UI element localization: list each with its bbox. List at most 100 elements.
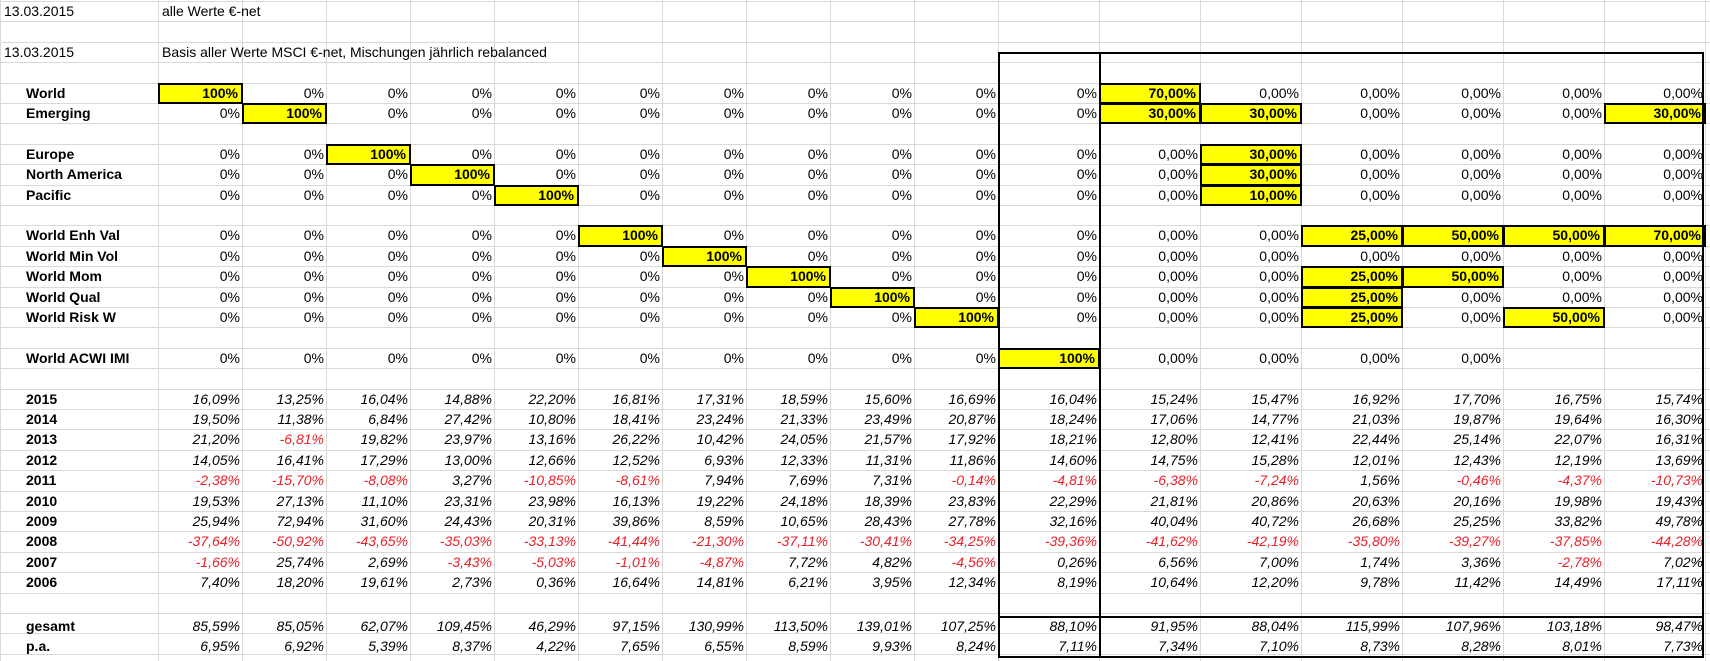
value-cell: 17,29% — [360, 451, 408, 468]
value-cell: 0% — [975, 349, 996, 366]
value-cell: 0% — [303, 186, 324, 203]
value-cell: 26,22% — [612, 431, 660, 448]
value-cell: 0,00% — [1360, 247, 1400, 264]
row-label: World ACWI IMI — [26, 349, 130, 366]
value-cell: 16,92% — [1352, 390, 1400, 407]
value-cell: 16,69% — [948, 390, 996, 407]
value-cell: 0,00% — [1461, 105, 1501, 121]
value-cell: 0,00% — [1663, 166, 1703, 183]
row-label: 2013 — [26, 431, 58, 448]
value-cell: 0,00% — [1562, 105, 1602, 121]
value-cell: 0% — [219, 268, 240, 285]
value-cell: 20,63% — [1352, 492, 1400, 509]
highlighted-cell: 100% — [998, 347, 1100, 370]
value-cell: 0,00% — [1562, 268, 1602, 285]
value-cell: 0% — [219, 288, 240, 305]
value-cell: 0% — [555, 227, 576, 244]
value-cell: 0% — [471, 309, 492, 325]
value-cell: 0% — [303, 247, 324, 264]
header-text: Basis aller Werte MSCI €-net, Mischungen… — [162, 43, 547, 60]
grid-line — [662, 0, 663, 661]
value-cell: 6,93% — [704, 451, 744, 468]
grid-line — [0, 1, 1710, 2]
highlighted-cell: 100% — [914, 307, 999, 329]
value-cell: 0% — [891, 84, 912, 101]
value-cell: 15,28% — [1251, 451, 1299, 468]
value-cell: 0% — [303, 84, 324, 101]
value-cell: 12,01% — [1352, 451, 1400, 468]
value-cell: 62,07% — [360, 618, 408, 635]
value-cell: 0% — [807, 186, 828, 203]
value-cell: 0% — [471, 227, 492, 244]
value-cell: 3,27% — [452, 472, 492, 489]
row-label: 2011 — [26, 472, 57, 489]
value-cell: 0% — [555, 288, 576, 305]
value-cell: 0,00% — [1158, 166, 1198, 183]
value-cell: -42,19% — [1246, 533, 1299, 550]
value-cell: 40,04% — [1150, 513, 1198, 529]
value-cell: 0% — [387, 288, 408, 305]
value-cell: 0% — [219, 349, 240, 366]
grid-line — [410, 0, 411, 661]
grid-line — [578, 0, 579, 661]
value-cell: 0% — [891, 105, 912, 121]
value-cell: 12,41% — [1251, 431, 1299, 448]
value-cell: 21,81% — [1150, 492, 1198, 509]
value-cell: 0% — [471, 247, 492, 264]
value-cell: 12,19% — [1554, 451, 1602, 468]
grid-line — [326, 0, 327, 661]
value-cell: 0% — [975, 186, 996, 203]
value-cell: 0% — [219, 105, 240, 121]
value-cell: 0% — [555, 145, 576, 162]
highlighted-cell: 30,00% — [1099, 103, 1201, 125]
value-cell: 0,00% — [1663, 186, 1703, 203]
value-cell: 0% — [639, 84, 660, 101]
row-label: Europe — [26, 145, 75, 162]
value-cell: 17,31% — [696, 390, 744, 407]
value-cell: 22,07% — [1554, 431, 1602, 448]
grid-line — [0, 592, 1710, 594]
value-cell: -37,11% — [776, 533, 828, 550]
row-label: North America — [26, 166, 122, 183]
value-cell: 14,75% — [1150, 451, 1198, 468]
grid-line — [0, 368, 1710, 370]
value-cell: -5,03% — [531, 553, 576, 570]
value-cell: 27,78% — [948, 513, 996, 529]
value-cell: 17,11% — [1656, 574, 1703, 591]
highlighted-cell: 100% — [410, 164, 495, 186]
value-cell: 0% — [807, 105, 828, 121]
value-cell: 0% — [1076, 84, 1097, 101]
value-cell: 0% — [555, 247, 576, 264]
grid-line — [0, 184, 1710, 186]
value-cell: 0,00% — [1461, 309, 1501, 325]
value-cell: 0% — [723, 268, 744, 285]
value-cell: 12,20% — [1251, 574, 1299, 591]
value-cell: 0% — [975, 288, 996, 305]
value-cell: 24,18% — [780, 492, 828, 509]
highlighted-cell: 100% — [746, 266, 831, 288]
grid-line — [0, 531, 1710, 533]
value-cell: 130,99% — [688, 618, 744, 635]
grid-line — [0, 613, 1710, 614]
highlighted-cell: 50,00% — [1402, 225, 1504, 247]
row-label: World — [26, 84, 66, 101]
value-cell: 9,93% — [872, 638, 912, 655]
grid-line — [0, 347, 1710, 349]
value-cell: 0% — [807, 166, 828, 183]
value-cell: 0% — [555, 268, 576, 285]
value-cell: 0% — [387, 186, 408, 203]
value-cell: 13,00% — [444, 451, 492, 468]
value-cell: 88,10% — [1049, 618, 1097, 635]
grid-line — [1402, 0, 1403, 661]
highlighted-cell: 50,00% — [1402, 266, 1504, 288]
value-cell: 0% — [1076, 105, 1097, 121]
value-cell: 14,60% — [1049, 451, 1097, 468]
value-cell: 0,00% — [1259, 227, 1299, 244]
grid-line — [1604, 0, 1605, 661]
value-cell: -2,38% — [195, 472, 240, 489]
value-cell: 2,69% — [368, 553, 408, 570]
value-cell: 19,53% — [192, 492, 240, 509]
row-label: 2015 — [26, 390, 58, 407]
value-cell: 0,00% — [1562, 166, 1602, 183]
value-cell: 11,86% — [949, 451, 996, 468]
